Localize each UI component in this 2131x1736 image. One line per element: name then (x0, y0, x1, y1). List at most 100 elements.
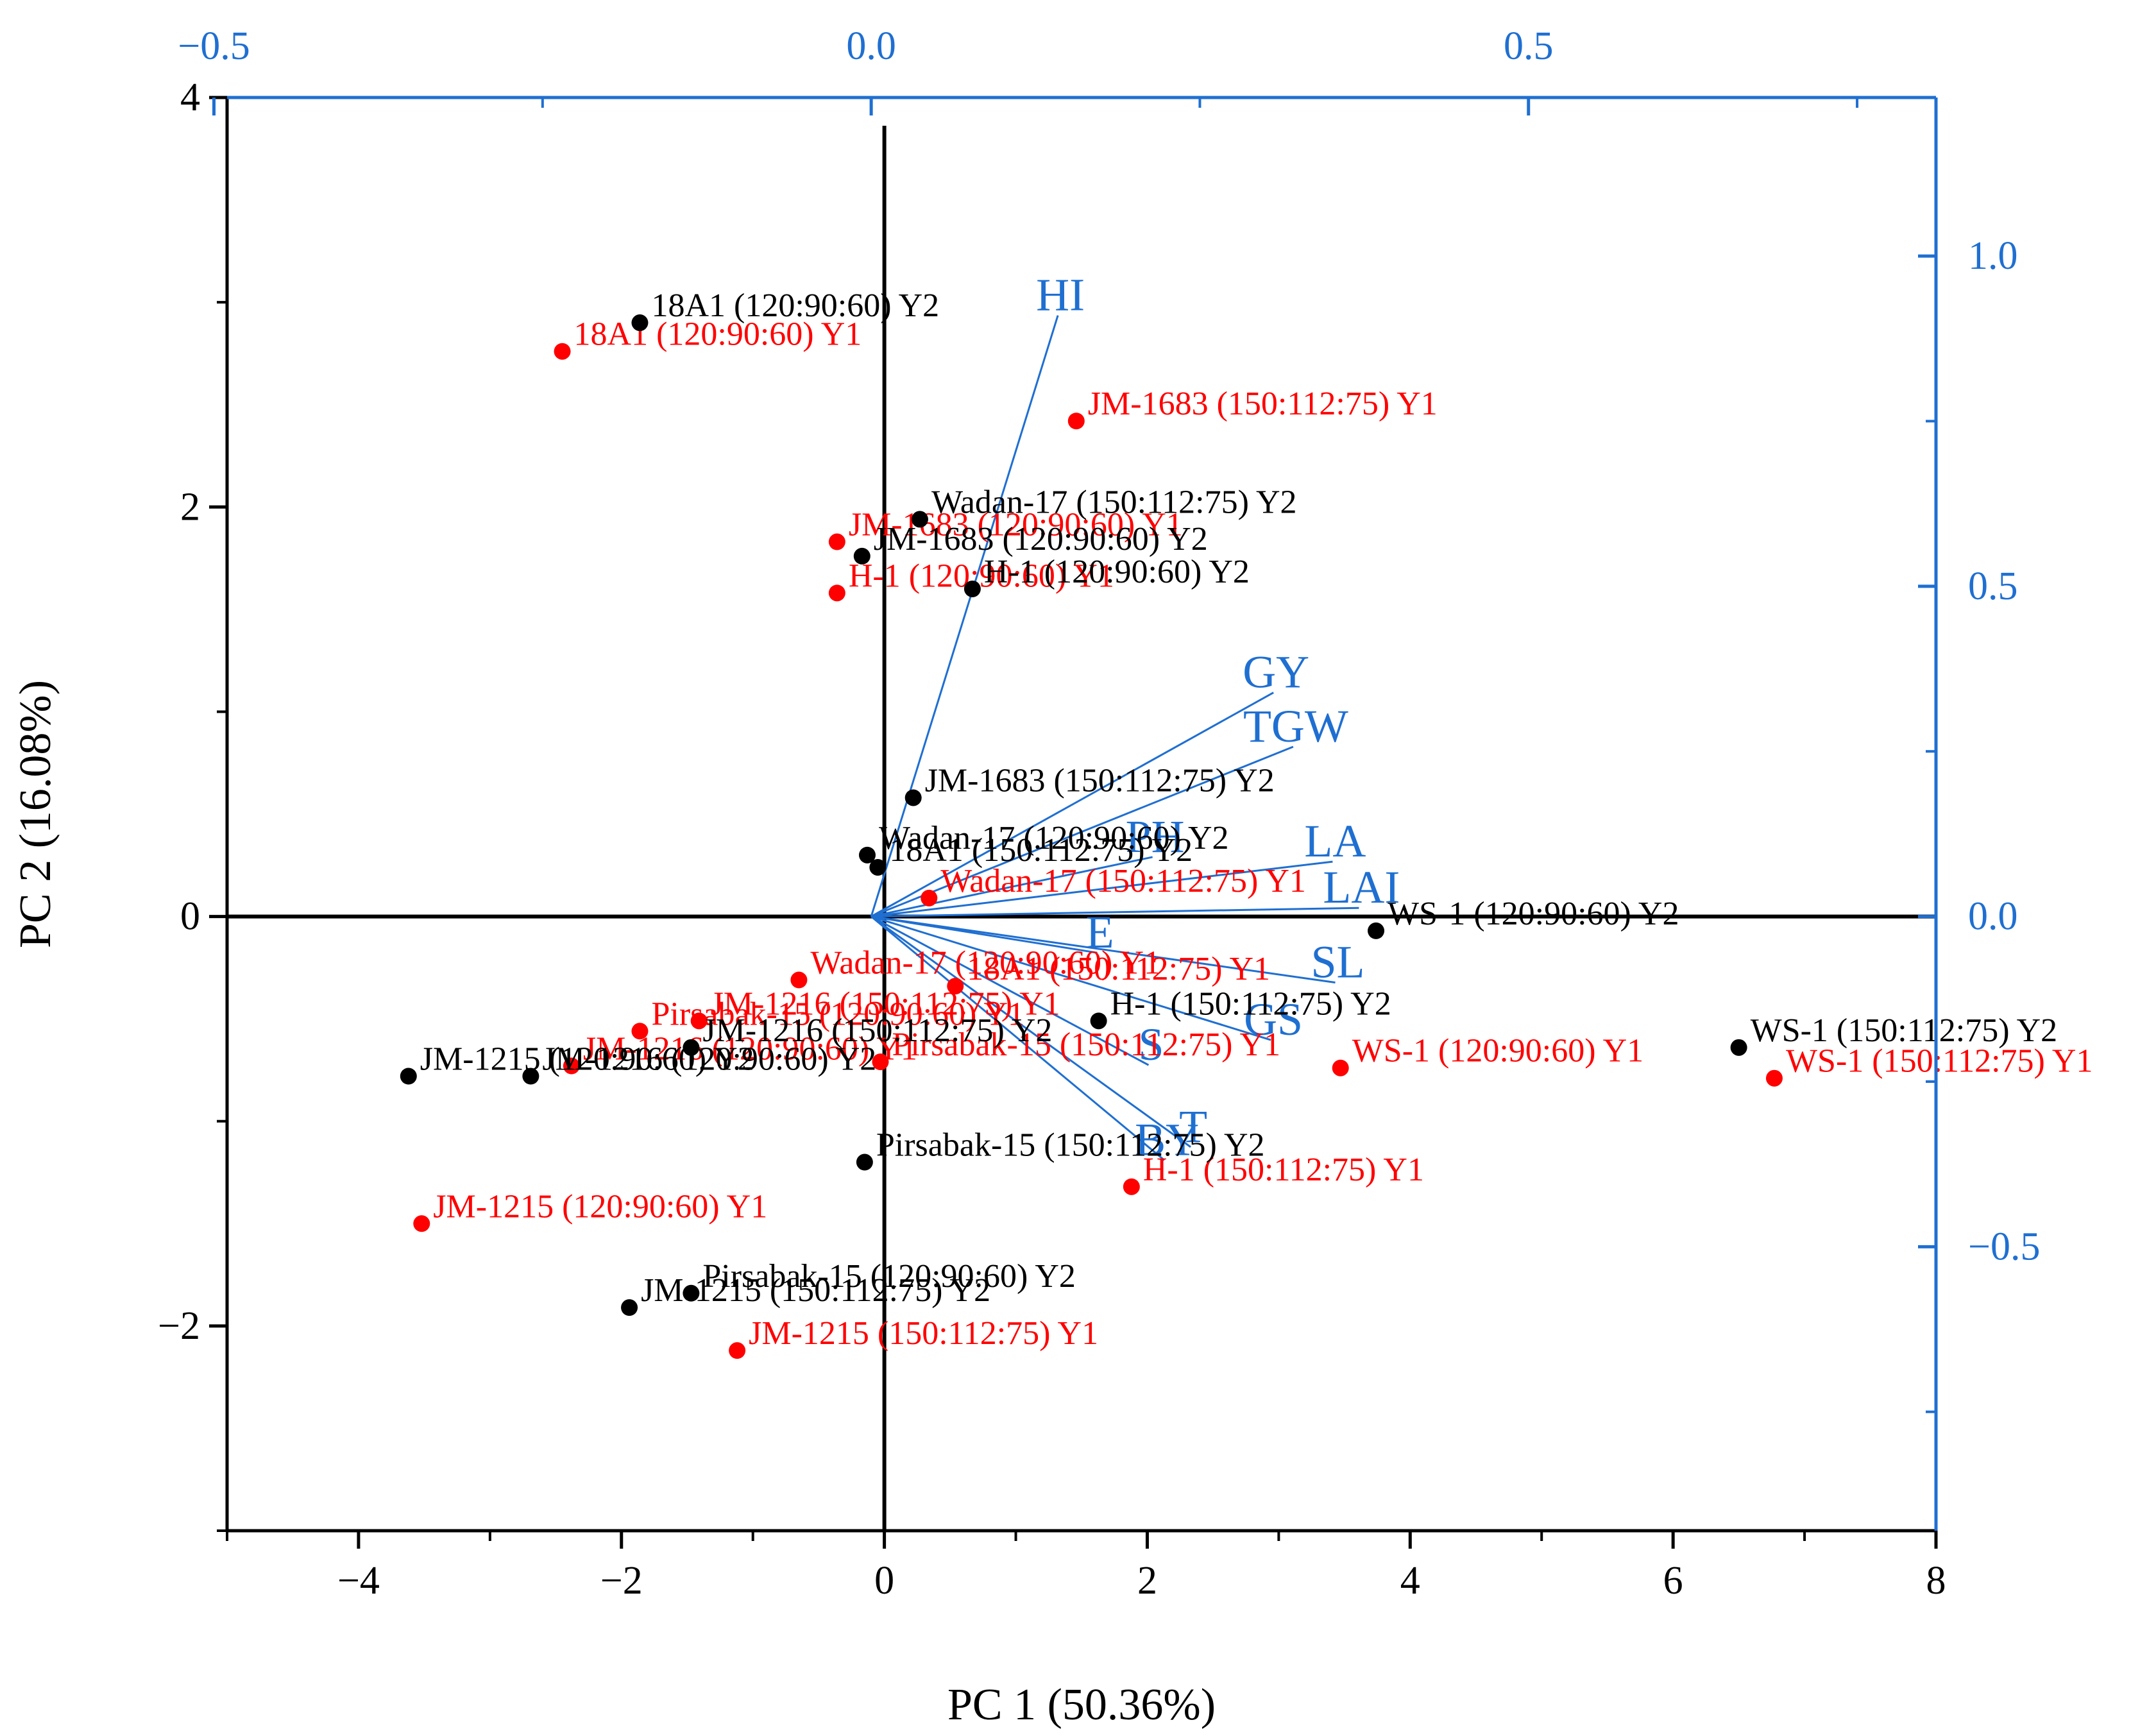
score-point-label: WS-1 (120:90:60) Y2 (1388, 896, 1679, 932)
axes-frame (225, 96, 1938, 1533)
score-point-label: WS-1 (150:112:75) Y2 (1751, 1012, 2058, 1049)
score-point-label: 18A1 (150:112:75) Y2 (889, 832, 1193, 869)
loading-vector (870, 915, 1150, 1066)
y-tick-label: −2 (158, 1304, 200, 1348)
score-point (921, 889, 938, 906)
loading-vector (870, 915, 1191, 1148)
x-tick-label: 2 (1137, 1559, 1157, 1603)
right-tick-label: 0.0 (1968, 895, 2018, 939)
loading-label: T (1179, 1101, 1207, 1152)
score-point-label: Wadan-17 (120:90:60) Y1 (810, 945, 1160, 982)
score-point (522, 1068, 539, 1085)
score-point (872, 1053, 889, 1071)
score-point-label: WS-1 (120:90:60) Y1 (1352, 1033, 1643, 1069)
loading-label: SL (1311, 937, 1364, 988)
score-point-label: JM-1215 (150:112:75) Y2 (641, 1272, 990, 1309)
score-point (631, 1023, 649, 1040)
score-point-label: H-1 (120:90:60) Y2 (984, 554, 1250, 590)
loading-label: GS (1244, 994, 1303, 1045)
score-point-label: Pirsabak-15 (120:90:60) Y1 (651, 996, 1024, 1032)
score-point-label: H-1 (120:90:60) Y1 (849, 557, 1114, 594)
loading-vector (870, 856, 1153, 918)
score-point (563, 1057, 580, 1075)
loading-vector (870, 692, 1274, 917)
top-tick-label: −0.5 (178, 24, 250, 68)
score-point (1765, 1069, 1783, 1087)
loading-vector (870, 860, 1333, 918)
score-point (683, 1039, 700, 1056)
score-point (964, 580, 981, 597)
score-point (869, 858, 887, 876)
score-points: 18A1 (120:90:60) Y1 JM-1683 (150:112:75) … (400, 287, 2093, 1359)
loading-vector (870, 915, 1336, 984)
y-tick-label: 0 (180, 895, 200, 939)
loading-vector (870, 915, 1166, 1161)
score-point-label: Pirsabak-15 (150:112:75) Y2 (876, 1127, 1265, 1164)
score-point-label: H-1 (150:112:75) Y2 (1110, 985, 1391, 1022)
score-point (858, 846, 876, 864)
score-point (911, 511, 928, 528)
x-tick-label: 8 (1926, 1559, 1946, 1603)
loading-vector (870, 745, 1294, 917)
x-axis-title: PC 1 (50.36%) (947, 1680, 1216, 1730)
right-tick-label: 0.5 (1968, 565, 2018, 608)
score-point-label: 18A1 (120:90:60) Y1 (574, 316, 862, 353)
y-axis-title: PC 2 (16.08%) (11, 680, 60, 948)
score-point-label: 18A1 (150:112:75) Y1 (967, 951, 1270, 987)
loading-label: PH (1126, 811, 1185, 862)
score-point (904, 789, 922, 806)
score-point-label: JM-1216 (120:90:60) Y2 (542, 1041, 876, 1078)
loading-vector (870, 915, 1271, 1041)
y-tick-label: 4 (180, 76, 200, 119)
loading-label: LAI (1323, 862, 1400, 913)
score-point (621, 1299, 638, 1316)
score-point (413, 1215, 430, 1232)
x-tick-label: 6 (1663, 1559, 1683, 1603)
top-tick-label: 0.0 (846, 24, 896, 68)
score-point (631, 314, 649, 332)
score-point-label: Wadan-17 (150:112:75) Y2 (931, 484, 1297, 520)
score-point-label: 18A1 (120:90:60) Y2 (651, 287, 939, 324)
score-point-label: WS-1 (150:112:75) Y1 (1786, 1043, 2093, 1080)
top-tick-label: 0.5 (1504, 24, 1554, 68)
loading-vector (870, 315, 1059, 917)
score-point (853, 547, 870, 565)
score-point (856, 1153, 873, 1171)
x-tick-label: 4 (1400, 1559, 1420, 1603)
score-point (790, 971, 808, 989)
score-point-label: JM-1216 (150:112:75) Y2 (702, 1012, 1052, 1049)
score-point-label: JM-1683 (120:90:60) Y2 (874, 521, 1208, 557)
score-point-label: JM-1215 (150:112:75) Y1 (749, 1315, 1098, 1352)
score-point (828, 584, 845, 602)
score-point (1332, 1059, 1349, 1076)
score-point-label: H-1 (150:112:75) Y1 (1143, 1152, 1424, 1188)
score-point (828, 533, 845, 550)
loading-vector (871, 906, 1359, 918)
score-point-label: JM-1216 (150:112:75) Y1 (711, 985, 1060, 1022)
axis-ticks: −4 −2 0 2 4 6 8 −2 0 2 4 −0.5 0.0 0.5 −0.5 0.0 0.5 1.0 (158, 24, 2040, 1603)
right-tick-label: −0.5 (1968, 1225, 2040, 1268)
score-point-label: JM-1683 (120:90:60) Y1 (849, 507, 1183, 543)
score-point-label: JM-1683 (150:112:75) Y1 (1088, 386, 1438, 422)
score-point-label: JM-1215 (120:90:60) Y2 (420, 1041, 754, 1078)
loading-label: TGW (1243, 701, 1348, 752)
score-point-label: JM-1216 (120:90:60) Y1 (583, 1031, 917, 1068)
score-point (690, 1012, 708, 1030)
x-tick-label: 0 (874, 1559, 894, 1603)
score-point (683, 1284, 700, 1302)
score-point-label: JM-1683 (150:112:75) Y2 (925, 762, 1275, 799)
zero-lines (227, 126, 1936, 1531)
score-point-label: Wadan-17 (120:90:60) Y2 (879, 820, 1229, 856)
score-point (1090, 1012, 1107, 1030)
score-point (1067, 413, 1085, 430)
score-point-label: Pirsabak-15 (120:90:60) Y2 (702, 1258, 1076, 1295)
loading-label: HI (1036, 269, 1085, 321)
loading-label: GY (1243, 647, 1309, 698)
x-tick-label: −2 (600, 1559, 643, 1603)
score-point (1123, 1178, 1140, 1195)
right-tick-label: 1.0 (1968, 234, 2018, 278)
score-point (947, 978, 964, 995)
